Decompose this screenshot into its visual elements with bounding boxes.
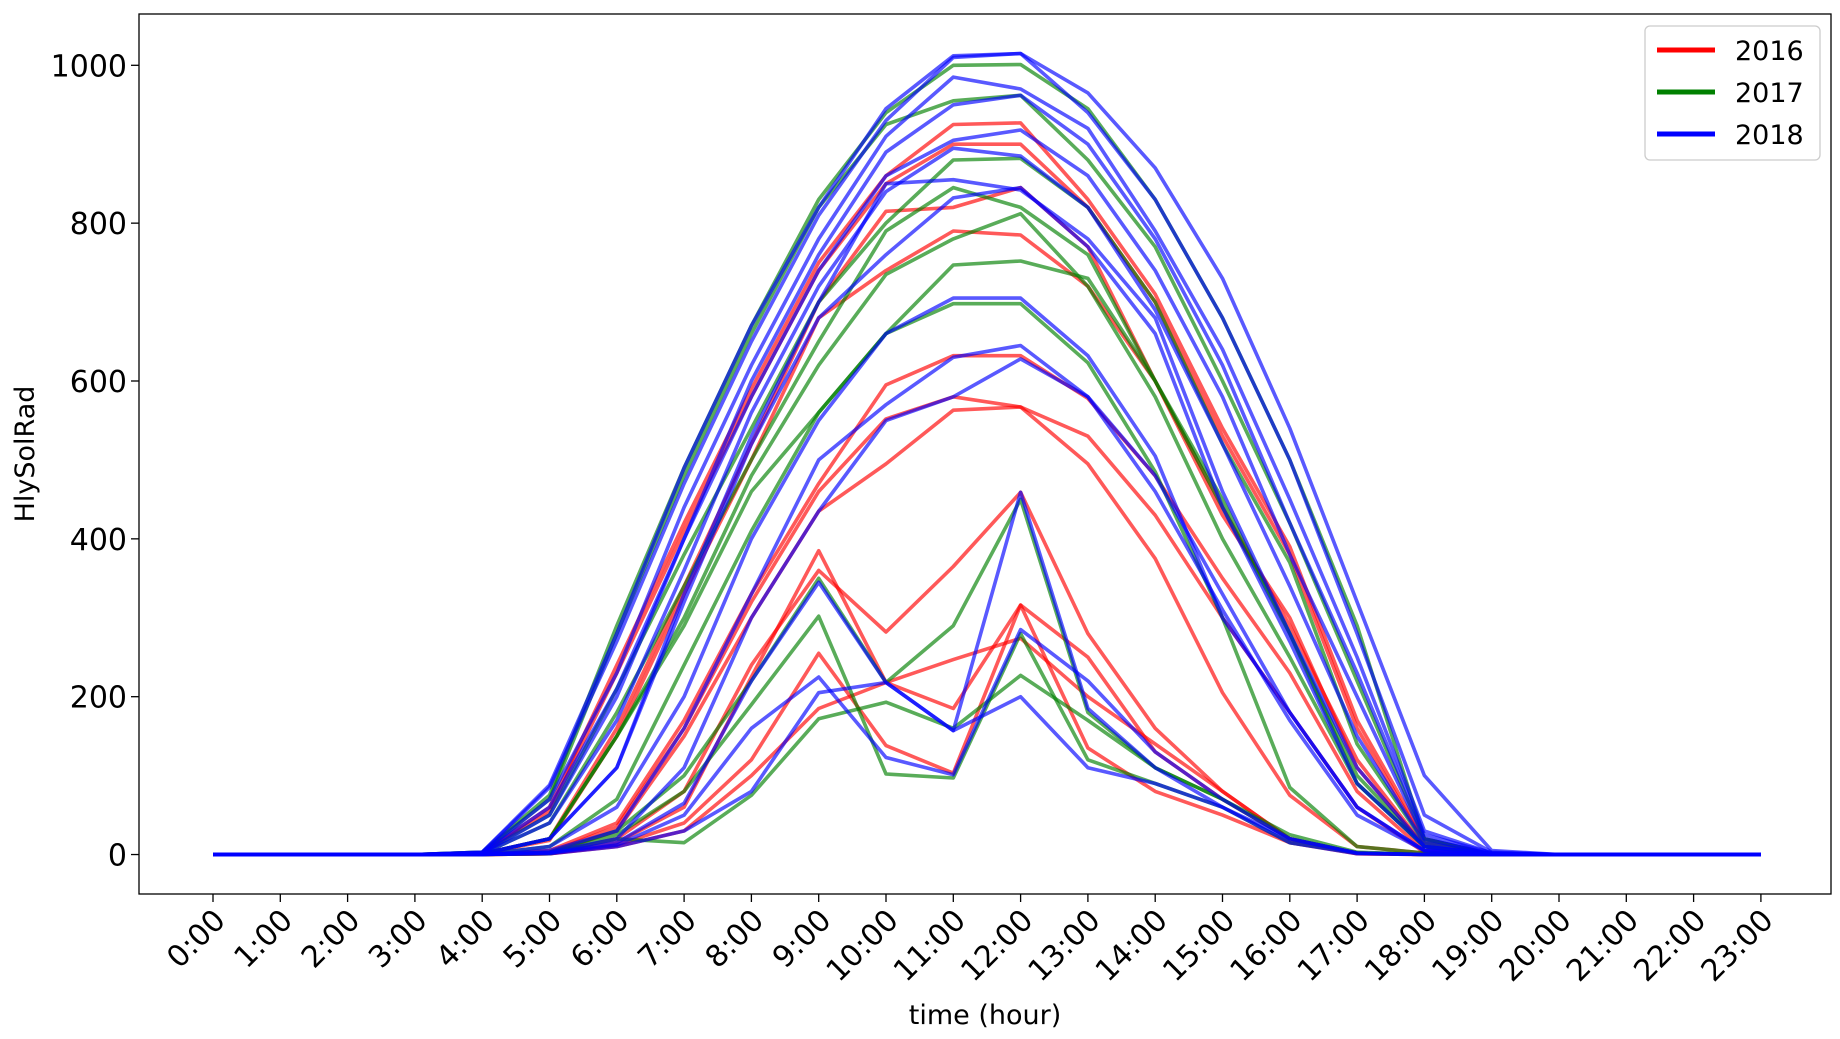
y-tick-label: 800 [70, 207, 127, 242]
series-line-2017-9 [213, 614, 1761, 857]
series-line-2017-7 [213, 301, 1761, 857]
x-tick-label: 17:00 [1291, 903, 1377, 989]
series-line-2017-8 [213, 497, 1761, 857]
x-tick-label: 10:00 [820, 903, 906, 989]
x-tick-label: 20:00 [1493, 903, 1579, 989]
x-tick-label: 19:00 [1425, 903, 1511, 989]
y-tick-label: 1000 [51, 49, 127, 84]
y-axis-title: HlySolRad [10, 386, 41, 523]
x-tick-label: 18:00 [1358, 903, 1444, 989]
x-axis-title: time (hour) [909, 1000, 1062, 1031]
y-tick-label: 400 [70, 523, 127, 558]
series-line-2016-10 [213, 603, 1761, 857]
x-tick-label: 2:00 [295, 903, 367, 975]
x-tick-label: 8:00 [699, 903, 771, 975]
legend-label-2016: 2016 [1735, 36, 1804, 67]
x-tick-label: 21:00 [1560, 903, 1646, 989]
x-tick-label: 1:00 [228, 903, 300, 975]
x-tick-label: 0:00 [160, 903, 232, 975]
series-line-2018-4 [213, 93, 1761, 857]
series-line-2016-4 [213, 229, 1761, 857]
x-tick-label: 4:00 [429, 903, 501, 975]
series-line-2018-5 [213, 128, 1761, 857]
x-tick-label: 7:00 [631, 903, 703, 975]
series-line-2017-5 [213, 211, 1761, 857]
series-line-2018-14 [213, 680, 1761, 857]
series-line-2018-10 [213, 343, 1761, 857]
series-line-2016-6 [213, 394, 1761, 857]
series-line-2016-2 [213, 142, 1761, 857]
x-tick-label: 6:00 [564, 903, 636, 975]
series-line-2016-3 [213, 185, 1761, 857]
series-layer [213, 51, 1761, 857]
x-tick-label: 15:00 [1156, 903, 1242, 989]
x-tick-label: 23:00 [1695, 903, 1781, 989]
series-line-2018-2 [213, 51, 1761, 857]
series-line-2018-12 [213, 490, 1761, 857]
legend: 2016 2017 2018 [1644, 25, 1821, 161]
series-line-2018-7 [213, 177, 1761, 857]
x-tick-label: 14:00 [1089, 903, 1175, 989]
series-line-2017-4 [213, 185, 1761, 857]
series-line-2018-8 [213, 185, 1761, 857]
y-tick-label: 200 [70, 681, 127, 716]
plot-frame [138, 13, 1832, 895]
y-axis: 0 200 400 600 800 1000 [51, 49, 139, 874]
y-tick-label: 600 [70, 365, 127, 400]
series-line-2018-6 [213, 146, 1761, 857]
series-line-2018-13 [213, 627, 1761, 857]
x-tick-label: 16:00 [1224, 903, 1310, 989]
x-tick-label: 3:00 [362, 903, 434, 975]
legend-label-2017: 2017 [1735, 78, 1804, 109]
series-line-2018-9 [213, 296, 1761, 857]
x-tick-label: 11:00 [887, 903, 973, 989]
x-tick-label: 5:00 [497, 903, 569, 975]
x-axis: 0:001:002:003:004:005:006:007:008:009:00… [160, 894, 1781, 989]
series-line-2017-1 [213, 62, 1761, 857]
series-line-2016-8 [213, 490, 1761, 857]
series-line-2018-1 [213, 51, 1761, 857]
series-line-2017-2 [213, 93, 1761, 857]
series-line-2016-7 [213, 405, 1761, 857]
y-tick-label: 0 [108, 839, 127, 874]
legend-box [1644, 25, 1821, 161]
x-tick-label: 22:00 [1627, 903, 1713, 989]
x-tick-label: 12:00 [954, 903, 1040, 989]
series-line-2016-11 [213, 636, 1761, 857]
legend-label-2018: 2018 [1735, 120, 1804, 151]
x-tick-label: 13:00 [1022, 903, 1108, 989]
